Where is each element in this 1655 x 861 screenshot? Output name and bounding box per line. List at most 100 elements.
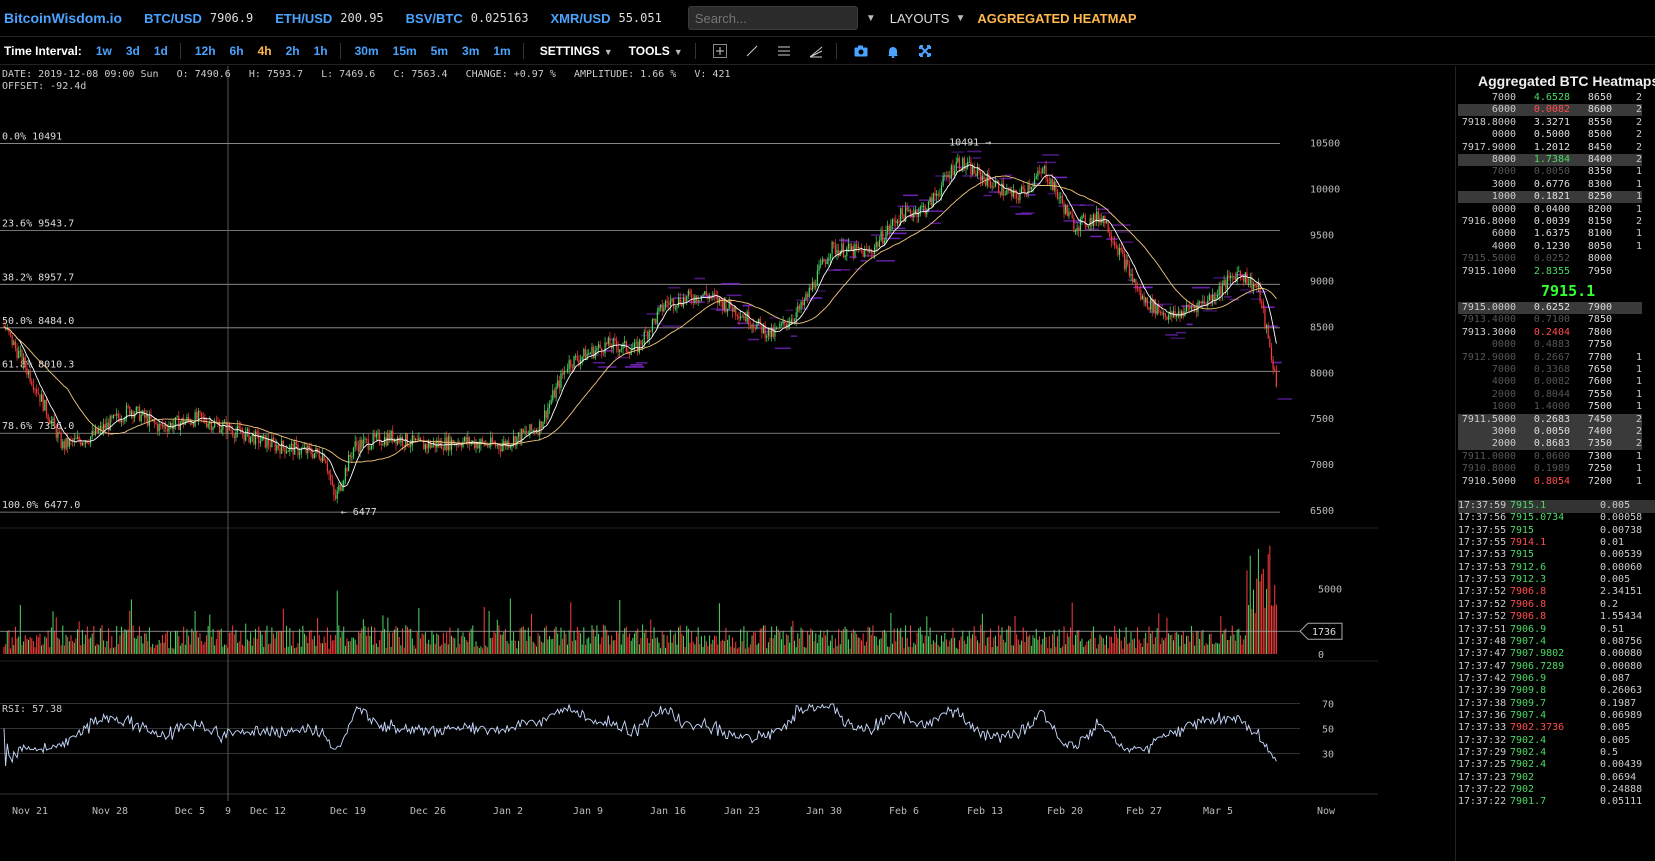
price-chart[interactable]: 10500 10000 9500 9000 8500 8000 7500 7000 6500 0.… (0, 66, 1455, 861)
orderbook-row[interactable]: 4000 0.1230 8050 1 (1458, 241, 1642, 253)
candle-body (341, 486, 343, 491)
logo-link[interactable]: BitcoinWisdom.io (4, 10, 123, 26)
interval-1h[interactable]: 1h (313, 44, 328, 58)
orderbook-row[interactable]: 2000 0.8044 7550 1 (1458, 389, 1642, 401)
orderbook-row[interactable]: 1000 0.1821 8250 1 (1458, 191, 1642, 204)
candle-body (687, 290, 689, 296)
orderbook-row[interactable]: 7918.8000 3.3271 8550 2 (1458, 117, 1642, 129)
ticker-symbol[interactable]: ETH/USD (275, 10, 333, 26)
trade-row: 17:37:25 7902.4 0.00439 (1458, 759, 1655, 772)
parallel-lines-icon[interactable] (776, 43, 792, 59)
bell-icon[interactable] (885, 43, 901, 59)
orderbook-row[interactable]: 7915.1000 2.8355 7950 (1458, 266, 1642, 278)
orderbook-row[interactable]: 7000 0.3368 7650 1 (1458, 364, 1642, 376)
fib-fan-icon[interactable] (808, 43, 824, 59)
orderbook-row[interactable]: 7915.5000 0.0252 8000 (1458, 253, 1642, 265)
ticker-item[interactable]: BTC/USD 7906.9 (144, 11, 253, 26)
orderbook-row[interactable]: 7913.3000 0.2404 7800 (1458, 327, 1642, 339)
volume-tick-label: 5000 (1318, 584, 1342, 595)
ticker-symbol[interactable]: XMR/USD (550, 10, 611, 26)
candle-body (936, 193, 938, 196)
orderbook-row[interactable]: 8000 1.7384 8400 2 (1458, 154, 1642, 166)
candle-body (1060, 196, 1062, 198)
orderbook-row[interactable]: 7910.5000 0.8054 7200 1 (1458, 476, 1642, 488)
camera-icon[interactable] (853, 43, 869, 59)
interval-15m[interactable]: 15m (392, 44, 417, 58)
candle-body (803, 299, 805, 306)
search-input[interactable] (687, 6, 858, 30)
candle-body (321, 454, 324, 462)
crosshair-icon[interactable] (712, 43, 728, 59)
ticker-item[interactable]: XMR/USD 55.051 (551, 11, 662, 26)
orderbook-row[interactable]: 7911.5000 0.2683 7450 2 (1458, 413, 1642, 426)
interval-3m[interactable]: 3m (462, 44, 480, 58)
tools-menu[interactable]: TOOLS ▼ (629, 44, 683, 58)
orderbook-row[interactable]: 0000 0.0400 8200 1 (1458, 204, 1642, 216)
chevron-down-icon[interactable]: ▼ (955, 12, 966, 24)
orderbook-size: 0.6252 (1533, 302, 1570, 313)
candle-body (1212, 294, 1214, 301)
settings-menu[interactable]: SETTINGS ▼ (540, 44, 613, 58)
chart-canvas[interactable]: 105001000095009000850080007500700065000.… (0, 66, 1378, 861)
interval-1d[interactable]: 1d (153, 44, 168, 58)
ticker-strip: BTC/USD 7906.9 ETH/USD 200.95 BSV/BTC 0.02516… (122, 11, 662, 26)
interval-2h[interactable]: 2h (285, 44, 300, 58)
candle-body (91, 431, 93, 437)
candle-body (517, 432, 520, 437)
orderbook-row[interactable]: 6000 1.6375 8100 1 (1458, 228, 1642, 240)
ticker-item[interactable]: BSV/BTC 0.025163 (406, 11, 529, 26)
interval-1m[interactable]: 1m (493, 44, 511, 58)
candle-body (442, 449, 444, 451)
candle-body (112, 414, 115, 418)
candle-body (548, 403, 551, 408)
orderbook-row[interactable]: 7000 4.6528 8650 2 (1458, 92, 1642, 104)
orderbook-row[interactable]: 7917.9000 1.2012 8450 2 (1458, 142, 1642, 154)
orderbook-row[interactable]: 4000 0.0082 7600 1 (1458, 376, 1642, 388)
orderbook-row[interactable]: 7000 0.0050 8350 1 (1458, 166, 1642, 178)
heat-bar (1191, 286, 1210, 289)
interval-3d[interactable]: 3d (125, 44, 140, 58)
orderbook-extra: 2 (1635, 438, 1642, 450)
orderbook-row[interactable]: 7912.9000 0.2667 7700 1 (1458, 352, 1642, 364)
orderbook-row[interactable]: 0000 0.5000 8500 2 (1458, 129, 1642, 141)
interval-1w[interactable]: 1w (95, 44, 112, 58)
ticker-symbol[interactable]: BSV/BTC (405, 10, 463, 26)
orderbook-row[interactable]: 7910.8000 0.1989 7250 1 (1458, 463, 1642, 475)
orderbook-row[interactable]: 7911.0000 0.0600 7300 1 (1458, 451, 1642, 463)
interval-4h[interactable]: 4h (257, 44, 272, 58)
orderbook-row[interactable]: 7916.8000 0.0039 8150 2 (1458, 216, 1642, 228)
ticker-item[interactable]: ETH/USD 200.95 (275, 11, 383, 26)
orderbook-row[interactable]: 3000 0.0050 7400 2 (1458, 426, 1642, 438)
candle-body (238, 425, 240, 429)
orderbook-row[interactable]: 6000 0.0082 8600 2 (1458, 104, 1642, 117)
heat-bar (860, 259, 867, 262)
aggregated-heatmap-link[interactable]: AGGREGATED HEATMAP (977, 10, 1137, 26)
orderbook-row[interactable]: 3000 0.6776 8300 1 (1458, 179, 1642, 191)
candle-body (664, 301, 667, 308)
x-axis-label: 9 (225, 806, 231, 817)
interval-12h[interactable]: 12h (194, 44, 216, 58)
orderbook-row[interactable]: 7913.4000 0.7100 7850 (1458, 314, 1642, 326)
layouts-menu[interactable]: LAYOUTS (889, 10, 950, 26)
orderbook-price: 7913.3000 (1461, 326, 1516, 338)
interval-6h[interactable]: 6h (229, 44, 244, 58)
chevron-down-icon[interactable]: ▼ (865, 12, 876, 24)
orderbook-row[interactable]: 0000 0.4883 7750 (1458, 339, 1642, 351)
candle-body (1153, 299, 1155, 312)
trendline-icon[interactable] (744, 43, 760, 59)
trade-price: 7902.4 (1510, 734, 1547, 746)
orderbook-row[interactable]: 1000 1.4000 7500 1 (1458, 401, 1642, 413)
candle-body (844, 255, 846, 258)
fullscreen-icon[interactable] (917, 43, 933, 59)
interval-5m[interactable]: 5m (430, 44, 449, 58)
candle-body (947, 175, 949, 178)
orderbook-price: 7000 (1491, 92, 1516, 103)
candle-body (539, 421, 541, 435)
candle-body (343, 480, 345, 487)
orderbook-row[interactable]: 7915.0000 0.6252 7900 (1458, 302, 1642, 314)
candle-body (1216, 295, 1219, 298)
orderbook-row[interactable]: 2000 0.8683 7350 2 (1458, 438, 1642, 451)
ticker-symbol[interactable]: BTC/USD (144, 10, 202, 26)
candle-body (410, 445, 412, 447)
interval-30m[interactable]: 30m (354, 44, 379, 58)
